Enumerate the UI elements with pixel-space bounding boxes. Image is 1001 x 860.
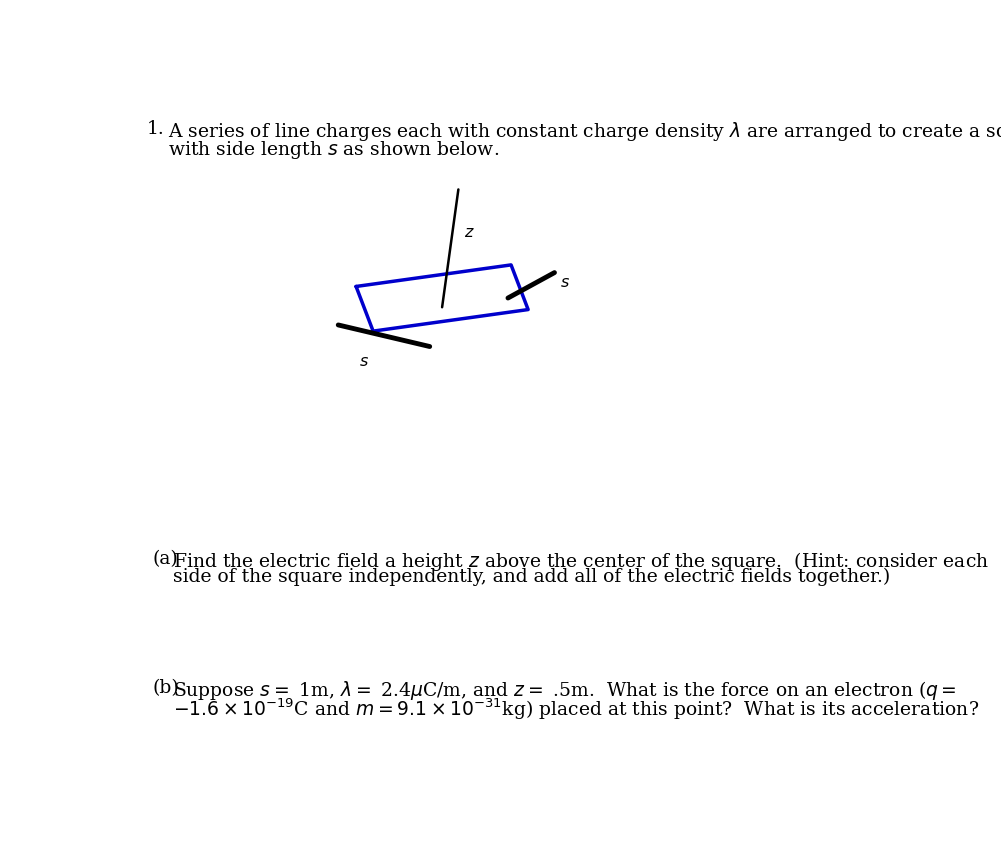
Text: $s$: $s$ <box>358 353 368 371</box>
Text: $-1.6 \times 10^{-19}$C and $m = 9.1 \times 10^{-31}$kg) placed at this point?  : $-1.6 \times 10^{-19}$C and $m = 9.1 \ti… <box>173 697 979 722</box>
Text: (b): (b) <box>152 679 179 697</box>
Text: Find the electric field a height $z$ above the center of the square.  (Hint: con: Find the electric field a height $z$ abo… <box>173 550 989 573</box>
Text: with side length $s$ as shown below.: with side length $s$ as shown below. <box>168 138 498 161</box>
Text: (a): (a) <box>152 550 178 568</box>
Text: A series of line charges each with constant charge density $\lambda$ are arrange: A series of line charges each with const… <box>168 120 1001 143</box>
Text: side of the square independently, and add all of the electric fields together.): side of the square independently, and ad… <box>173 568 891 586</box>
Text: $s$: $s$ <box>560 274 570 291</box>
Text: $z$: $z$ <box>463 224 474 241</box>
Text: Suppose $s = $ 1m, $\lambda = $ 2.4$\mu$C/m, and $z = $ .5m.  What is the force : Suppose $s = $ 1m, $\lambda = $ 2.4$\mu$… <box>173 679 957 702</box>
Text: 1.: 1. <box>147 120 164 138</box>
